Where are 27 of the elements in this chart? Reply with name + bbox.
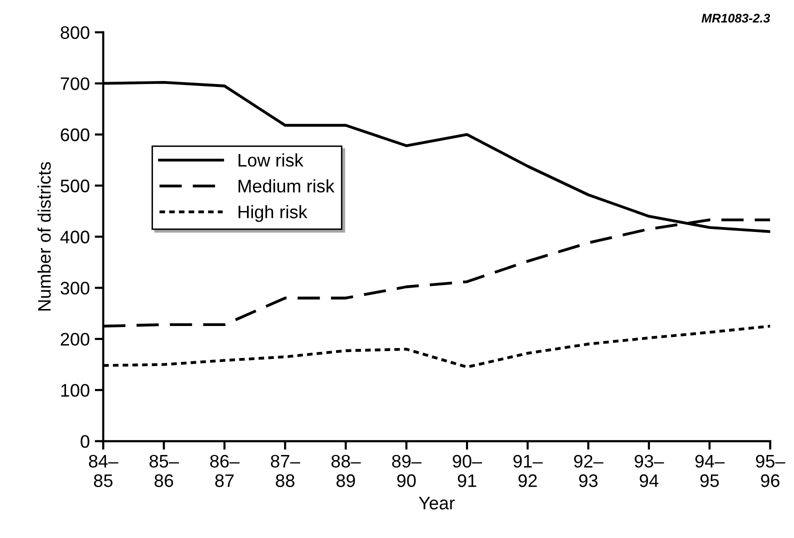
y-tick-label: 300 [60,282,90,295]
x-axis-title: Year [418,496,455,510]
x-tick-label: 92– 93 [574,454,604,488]
x-tick-label: 84– 85 [88,454,118,488]
legend-label: Medium risk [238,179,334,192]
x-tick-label: 90– 91 [452,454,482,488]
x-tick-label: 88– 89 [331,454,361,488]
x-tick-label: 95– 96 [756,454,786,488]
y-tick-label: 0 [80,435,90,448]
y-tick-label: 500 [60,180,90,192]
y-axis-title: Number of districts [38,162,51,310]
legend-label: Low risk [238,153,304,167]
y-tick-label: 100 [61,384,90,397]
x-tick-label: 85– 86 [150,454,179,488]
x-tick-label: 93– 94 [634,454,664,488]
x-tick-label: 89– 90 [392,454,422,488]
y-tick-label: 700 [60,77,90,90]
y-tick-label: 600 [60,128,90,142]
text: MR1083-2.3 [702,14,770,23]
x-tick-label: 94– 95 [695,454,725,488]
x-tick-label: 87– 88 [270,454,300,488]
y-tick-label: 400 [60,230,90,244]
y-tick-label: 200 [60,332,90,346]
y-tick-label: 800 [60,26,90,39]
legend-label: High risk [238,205,308,222]
x-tick-label: 91– 92 [513,454,543,488]
x-tick-label: 86– 87 [210,454,240,488]
